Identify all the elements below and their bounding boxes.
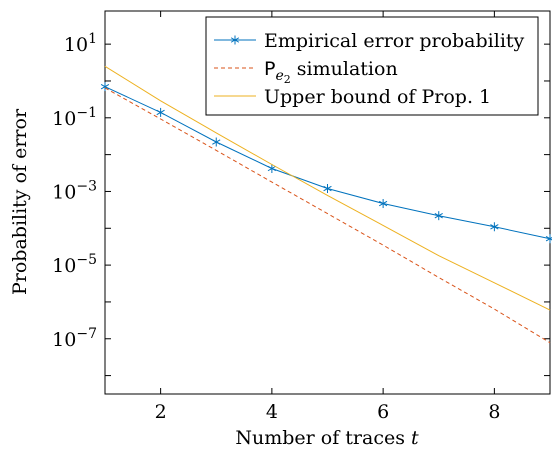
data-point: [267, 163, 277, 173]
series-layer: [100, 65, 552, 344]
x-tick-label: 8: [488, 401, 500, 423]
y-tick-label: 10−1: [52, 105, 97, 130]
legend: Empirical error probability Pe2 simulatio…: [205, 16, 539, 116]
plot-frame: [104, 10, 551, 395]
series-line-3: [104, 65, 551, 311]
y-axis-label: Probability of error: [9, 108, 31, 295]
x-axis-label: Number of traces t: [235, 427, 419, 449]
x-tick-label: 2: [155, 401, 167, 423]
data-point: [545, 234, 552, 244]
legend-marker: [230, 35, 240, 45]
data-point: [323, 184, 332, 194]
legend-label-3: Upper bound of Prop. 1: [264, 86, 491, 108]
y-tick-label: 10−3: [52, 178, 97, 203]
data-point: [100, 82, 110, 92]
legend-label-1: Empirical error probability: [264, 30, 525, 52]
y-tick-label: 101: [64, 31, 97, 56]
data-point: [212, 137, 221, 147]
axis-ticks: 2 4 6 8 101 10−1 10−3 10−5 10−7: [52, 11, 550, 423]
legend-box: [205, 16, 539, 116]
data-point: [378, 199, 388, 209]
series-line-2: [104, 87, 551, 344]
data-point: [156, 107, 165, 117]
x-tick-label: 4: [266, 401, 278, 423]
legend-label-2: Pe2 simulation: [264, 58, 398, 86]
data-point: [490, 222, 499, 232]
y-tick-label: 10−7: [52, 326, 97, 351]
data-point: [434, 211, 443, 221]
x-tick-label: 6: [377, 401, 389, 423]
y-tick-label: 10−5: [52, 252, 97, 277]
